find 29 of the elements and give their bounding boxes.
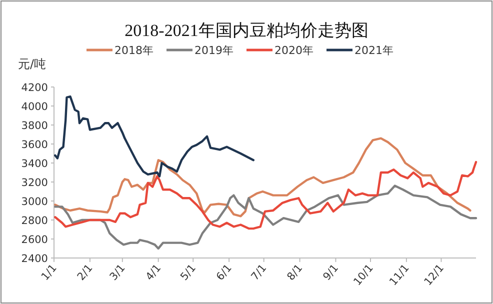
line-series [54, 95, 255, 178]
y-tick-label: 4000 [21, 101, 48, 113]
legend-label: 2019年 [194, 44, 234, 57]
x-tick-label: 7/1 [249, 262, 270, 283]
chart-title: 2018-2021年国内豆粕均价走势图 [124, 21, 368, 40]
x-tick-label: 2/1 [75, 262, 96, 283]
x-tick-label: 6/1 [214, 262, 234, 283]
x-tick-label: 1/1 [39, 262, 60, 283]
y-tick-label: 2800 [21, 215, 48, 227]
y-tick-label: 3800 [21, 120, 48, 132]
y-tick-label: 3000 [21, 196, 48, 208]
y-tick-label: 3200 [21, 177, 48, 189]
legend-label: 2018年 [114, 44, 154, 57]
x-tick-label: 9/1 [320, 262, 342, 283]
line-series [54, 160, 478, 230]
x-tick-label: 3/1 [108, 262, 128, 283]
x-tick-label: 5/1 [178, 262, 198, 283]
y-tick-label: 4200 [21, 82, 48, 94]
legend-label: 2020年 [274, 44, 314, 57]
line-series [54, 137, 472, 218]
y-tick-label: 3600 [21, 139, 48, 151]
x-tick-label: 4/1 [144, 262, 164, 283]
y-tick-label: 2600 [21, 234, 48, 246]
y-axis-title: 元/吨 [18, 57, 46, 71]
legend-label: 2021年 [354, 44, 394, 57]
y-tick-label: 3400 [21, 158, 48, 170]
x-tick-label: 8/1 [285, 262, 306, 283]
y-tick-label: 2400 [21, 253, 48, 265]
line-series [54, 184, 478, 250]
